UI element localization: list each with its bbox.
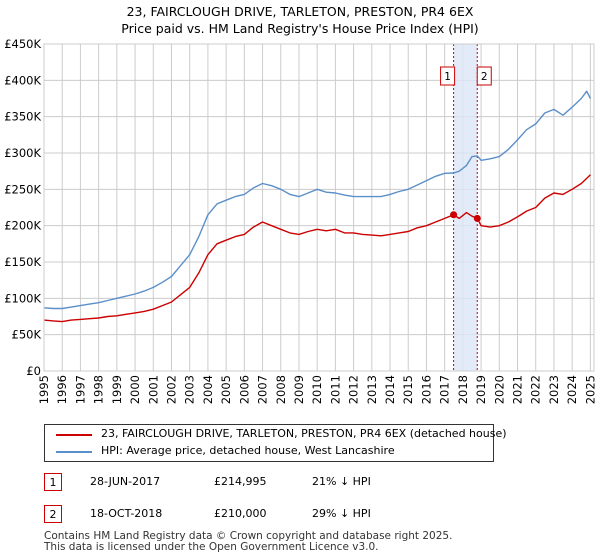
x-tick-label: 2025 — [583, 375, 597, 404]
x-tick-label: 2000 — [128, 375, 142, 404]
x-tick-label: 2009 — [292, 375, 306, 404]
x-tick-label: 2024 — [565, 375, 579, 404]
chart-title-line2: Price paid vs. HM Land Registry's House … — [121, 21, 479, 36]
x-tick-label: 2008 — [274, 375, 288, 404]
sale-date: 18-OCT-2018 — [90, 507, 163, 520]
x-tick-label: 2019 — [474, 375, 488, 404]
x-tick-label: 2012 — [347, 375, 361, 404]
y-tick-label: £0 — [26, 364, 41, 378]
y-tick-label: £300K — [4, 146, 41, 160]
x-tick-label: 2017 — [438, 375, 452, 404]
x-tick-label: 1995 — [37, 375, 51, 404]
y-tick-label: £450K — [4, 37, 41, 51]
plot-background — [44, 44, 594, 371]
sale-number-label: 2 — [481, 71, 488, 83]
footer-attribution: Contains HM Land Registry data © Crown c… — [44, 531, 452, 553]
legend-label-hpi: HPI: Average price, detached house, West… — [101, 444, 395, 457]
y-axis-ticks: £0 £50K £100K £150K £200K £250K £300K £350K £400… — [4, 37, 41, 378]
y-tick-label: £100K — [4, 291, 41, 305]
x-tick-label: 2002 — [164, 375, 178, 404]
y-tick-label: £400K — [4, 73, 41, 87]
x-tick-label: 2007 — [256, 375, 270, 404]
sale-number-label: 1 — [444, 71, 451, 83]
sale-badge: 2 — [44, 505, 62, 523]
x-tick-label: 2015 — [401, 375, 415, 404]
sale-point-marker — [450, 211, 458, 219]
x-tick-label: 1996 — [55, 375, 69, 404]
legend-swatch-hpi — [56, 451, 92, 453]
x-tick-label: 2022 — [529, 375, 543, 404]
x-tick-label: 1997 — [73, 375, 87, 404]
chart-title: 23, FAIRCLOUGH DRIVE, TARLETON, PRESTON,… — [0, 3, 600, 37]
sale-shaded-range — [453, 44, 478, 371]
x-tick-label: 2010 — [310, 375, 324, 404]
sale-hpi-diff: 29% ↓ HPI — [312, 507, 371, 520]
y-tick-label: £50K — [12, 328, 42, 342]
y-tick-label: £350K — [4, 110, 41, 124]
x-tick-label: 2020 — [492, 375, 506, 404]
legend-item-property: 23, FAIRCLOUGH DRIVE, TARLETON, PRESTON,… — [45, 426, 507, 444]
sale-point-marker — [473, 214, 481, 222]
x-tick-label: 1998 — [92, 375, 106, 404]
sale-price: £214,995 — [214, 475, 267, 488]
property-price-line — [43, 174, 591, 323]
chart-title-line1: 23, FAIRCLOUGH DRIVE, TARLETON, PRESTON,… — [126, 4, 474, 19]
legend: 23, FAIRCLOUGH DRIVE, TARLETON, PRESTON,… — [44, 424, 507, 462]
sale-row-1: 1 28-JUN-2017 £214,995 21% ↓ HPI — [44, 473, 584, 493]
footer-line2: This data is licensed under the Open Gov… — [44, 541, 379, 553]
hpi-line — [43, 90, 592, 310]
x-tick-label: 2018 — [456, 375, 470, 404]
y-tick-label: £150K — [4, 255, 41, 269]
sale-date: 28-JUN-2017 — [90, 475, 161, 488]
sale-price: £210,000 — [214, 507, 267, 520]
series-lines — [43, 90, 592, 323]
sale-period-band — [453, 44, 478, 371]
sale-hpi-diff: 21% ↓ HPI — [312, 475, 371, 488]
x-tick-label: 2005 — [219, 375, 233, 404]
x-tick-label: 2021 — [511, 375, 525, 404]
x-tick-label: 2016 — [419, 375, 433, 404]
sale-number-box — [440, 66, 456, 86]
y-tick-label: £200K — [4, 219, 41, 233]
x-tick-label: 2023 — [547, 375, 561, 404]
x-tick-label: 1999 — [110, 375, 124, 404]
x-tick-label: 2011 — [328, 375, 342, 404]
sale-badge: 1 — [44, 473, 62, 491]
legend-label-property: 23, FAIRCLOUGH DRIVE, TARLETON, PRESTON,… — [101, 427, 507, 440]
x-tick-label: 2003 — [183, 375, 197, 404]
x-tick-label: 2004 — [201, 375, 215, 404]
sale-row-2: 2 18-OCT-2018 £210,000 29% ↓ HPI — [44, 505, 584, 525]
x-axis-ticks: 1995 1996 1997 1998 1999 2000 2001 2002 2003 2004… — [37, 375, 597, 404]
plot-frame — [43, 43, 595, 372]
footer-line1: Contains HM Land Registry data © Crown c… — [44, 530, 453, 542]
x-tick-label: 2013 — [365, 375, 379, 404]
legend-item-hpi: HPI: Average price, detached house, West… — [45, 443, 485, 461]
x-tick-label: 2001 — [146, 375, 160, 404]
x-tick-label: 2014 — [383, 375, 397, 404]
legend-swatch-property — [56, 434, 92, 436]
y-tick-label: £250K — [4, 182, 41, 196]
x-tick-label: 2006 — [237, 375, 251, 404]
sale-number-box — [476, 66, 492, 86]
